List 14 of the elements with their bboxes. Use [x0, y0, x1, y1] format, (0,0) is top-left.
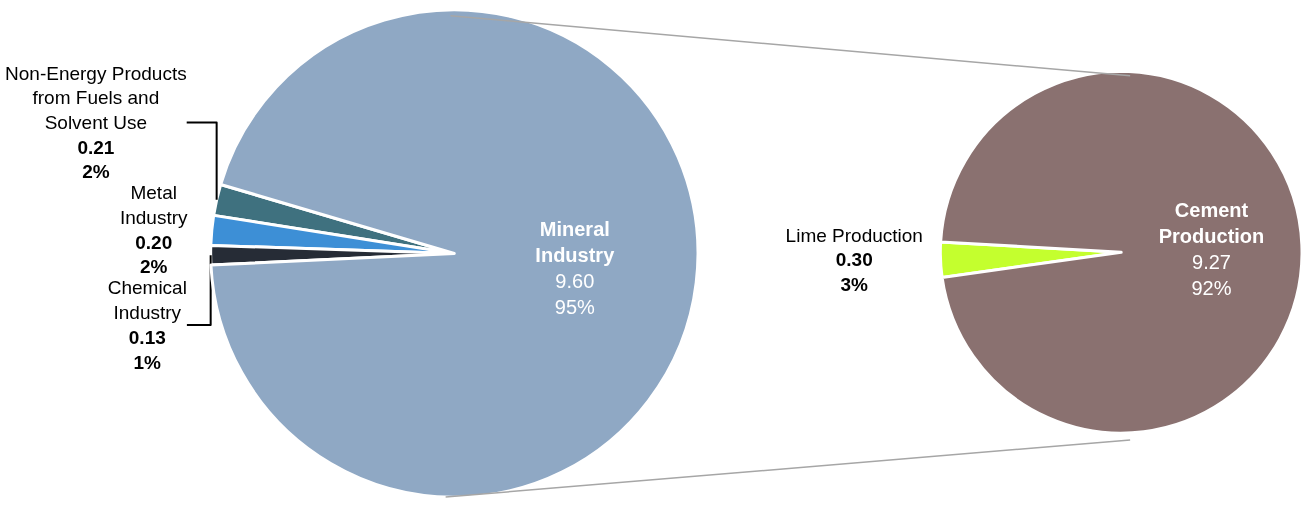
slice-label: Mineral Industry [535, 218, 616, 267]
data-label: 0.21 2% [77, 136, 115, 183]
slice-label: Metal Industry [119, 182, 188, 229]
slice-label: Lime Production [785, 224, 923, 246]
slice-label: Chemical Industry [107, 277, 187, 324]
data-label: 9.27 92% [1191, 250, 1232, 299]
data-label: 9.60 95% [554, 270, 596, 319]
data-label: 0.30 3% [835, 249, 873, 295]
pie-slice [209, 8, 700, 499]
slice-label: Cement Production [1158, 198, 1265, 247]
data-label: 0.20 2% [135, 231, 173, 278]
pie-slice [939, 70, 1304, 435]
slice-label: Non-Energy Products from Fuels and Solvent Use [5, 62, 187, 133]
data-label: 0.13 1% [128, 326, 166, 373]
